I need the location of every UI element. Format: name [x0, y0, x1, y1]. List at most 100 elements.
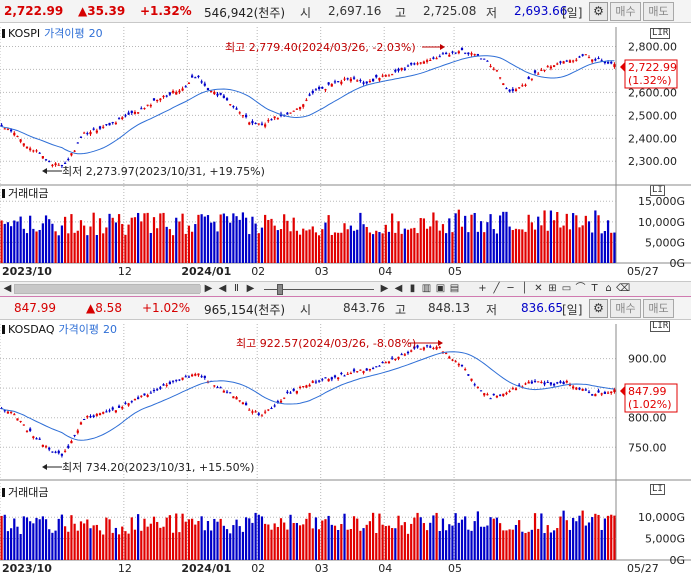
volume-bar [381, 524, 384, 560]
candle-down [308, 94, 311, 96]
volume-bar [584, 215, 587, 263]
kosdaq-price-scale-toggle[interactable]: LIR [650, 321, 671, 332]
kospi-chart[interactable]: 2,300.002,400.002,500.002,600.002,700.00… [0, 23, 691, 281]
date-tick-label: 02 [251, 562, 265, 575]
kospi-period[interactable]: [일] [562, 6, 583, 20]
kosdaq-high: 848.13 [428, 301, 470, 315]
line-tool-icon[interactable]: ╱ [493, 283, 500, 294]
sell-button[interactable]: 매도 [643, 2, 674, 21]
candle-down [594, 59, 597, 61]
candle-up [197, 373, 200, 376]
chart-type-icon[interactable]: ▮ [409, 283, 416, 294]
candle-down [222, 95, 225, 98]
erase-tool-icon[interactable]: ⌫ [616, 283, 631, 294]
kosdaq-low-label: 저 [486, 303, 498, 317]
vertical-line-icon[interactable]: │ [521, 283, 528, 294]
kosdaq-volume-scale-toggle[interactable]: LI [650, 484, 665, 495]
candle-down [0, 124, 3, 127]
scroll-right-icon[interactable]: ▶ [204, 283, 213, 294]
candle-down [371, 368, 375, 370]
candle-up [340, 81, 343, 84]
candle-up [356, 80, 359, 82]
date-tick-label: 2024/01 [181, 265, 231, 278]
candle-down [127, 112, 130, 115]
pause-icon[interactable]: Ⅱ [234, 283, 239, 294]
volume-bar [295, 523, 298, 560]
text-tool-icon[interactable]: T [591, 283, 598, 294]
scroll-left-icon[interactable]: ◀ [3, 283, 12, 294]
indicator-icon[interactable]: ▥ [421, 283, 432, 294]
candle-down [492, 393, 495, 396]
fibo-tool-icon[interactable]: ⊞ [548, 283, 557, 294]
volume-bar [257, 233, 260, 263]
volume-bar [606, 220, 610, 263]
scroll-track[interactable] [14, 284, 201, 294]
zoom-slider-handle[interactable] [277, 284, 283, 295]
volume-bar [86, 235, 89, 263]
trend-tool-icon[interactable]: ✕ [534, 283, 543, 294]
candle-down [73, 434, 76, 436]
kosdaq-period[interactable]: [일] [562, 303, 583, 317]
step-forward-icon[interactable]: ▶ [246, 283, 255, 294]
volume-bar [368, 521, 372, 560]
horizontal-line-icon[interactable]: ─ [507, 283, 514, 294]
volume-bar [216, 231, 219, 263]
candle-up [572, 386, 575, 389]
volume-bar [29, 215, 32, 263]
candle-down [559, 381, 562, 383]
buy-button[interactable]: 매수 [610, 2, 641, 21]
gear-icon[interactable]: ⚙ [589, 299, 608, 318]
channel-tool-icon[interactable]: ⌒ [575, 283, 586, 294]
volume-bar [292, 522, 295, 560]
scroll-thumb[interactable] [15, 285, 201, 293]
kospi-price-scale-toggle[interactable]: LIR [650, 28, 671, 39]
candle-up [489, 65, 492, 67]
volume-bar [518, 520, 521, 560]
volume-bar [95, 235, 98, 263]
buy-button[interactable]: 매수 [610, 299, 641, 318]
volume-bar [556, 211, 559, 263]
volume-bar [514, 524, 518, 560]
volume-bar [54, 231, 57, 263]
volume-bar [448, 524, 451, 560]
step-back-icon[interactable]: ◀ [218, 283, 227, 294]
tool-icon[interactable]: ▣ [435, 283, 446, 294]
candle-up [387, 361, 391, 364]
candle-down [216, 387, 219, 389]
candle-up [537, 73, 540, 75]
volume-bar [327, 515, 330, 560]
zoom-out-icon[interactable]: ◀ [394, 283, 403, 294]
zoom-in-icon[interactable]: ▶ [380, 283, 389, 294]
candle-up [146, 395, 149, 397]
candle-up [146, 104, 149, 106]
volume-bar [479, 221, 483, 263]
date-tick-label: 05/27 [627, 265, 659, 278]
volume-bar [549, 210, 553, 263]
compare-icon[interactable]: ▤ [449, 283, 460, 294]
zoom-track[interactable] [264, 289, 374, 290]
kospi-volume-bars [0, 209, 616, 263]
candle-down [57, 450, 60, 454]
tool-settings-icon[interactable]: ⌂ [605, 283, 612, 294]
volume-bar [79, 220, 83, 263]
volume-bar [460, 226, 464, 263]
shape-tool-icon[interactable]: ▭ [561, 283, 572, 294]
candle-up [610, 391, 613, 394]
volume-bar [190, 518, 194, 560]
volume-bar [568, 229, 572, 263]
volume-bar [86, 519, 89, 560]
volume-bar [613, 232, 616, 263]
candle-down [597, 57, 600, 59]
gear-icon[interactable]: ⚙ [589, 2, 608, 21]
volume-bar [587, 221, 591, 263]
sell-button[interactable]: 매도 [643, 299, 674, 318]
volume-bar [587, 522, 591, 560]
volume-bar [321, 520, 324, 560]
volume-bar [457, 209, 460, 263]
volume-bar [413, 227, 416, 263]
kosdaq-date-axis: 2023/10 12 2024/01 02 03 04 05 05/27 [2, 562, 659, 575]
volume-bar [48, 219, 51, 263]
crosshair-icon[interactable]: + [478, 283, 487, 294]
candle-up [254, 411, 257, 413]
